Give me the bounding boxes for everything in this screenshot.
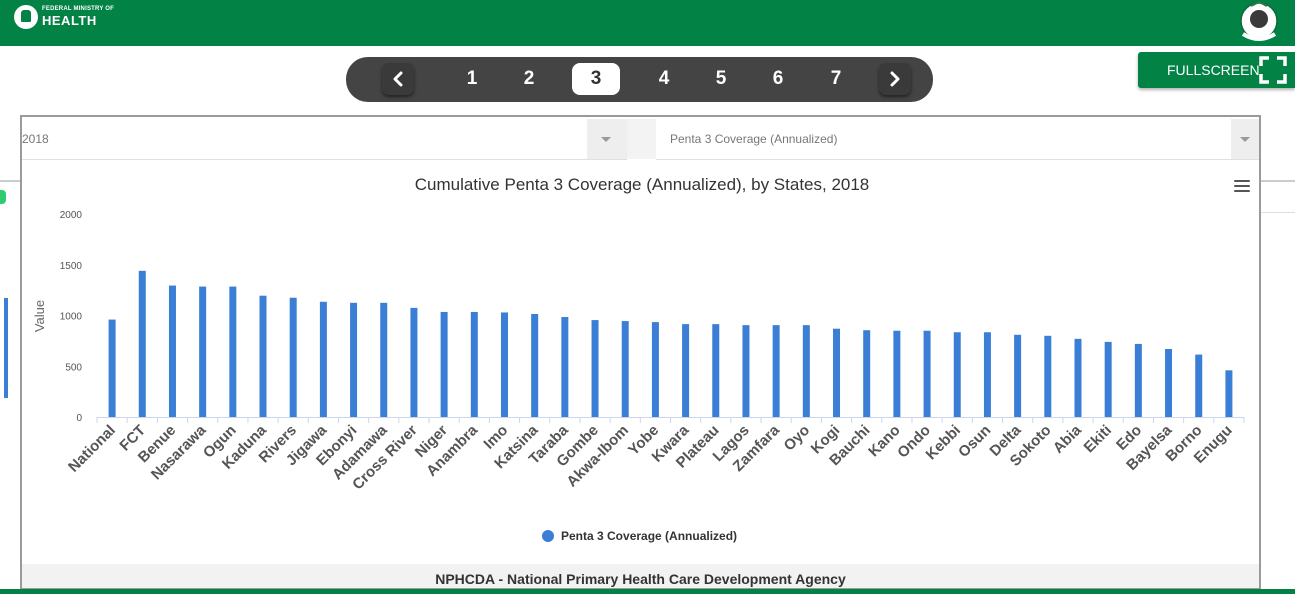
bar-chart: Cumulative Penta 3 Coverage (Annualized)… [32,175,1245,543]
chart-card: 2018 Penta 3 Coverage (Annualized) Cumul… [20,115,1261,590]
y-axis-label: Value [32,300,47,332]
page-button-5[interactable]: 5 [715,68,727,89]
x-tick-label: National [65,422,119,476]
background-panel-right [1258,180,1295,213]
bar-bauchi [863,330,871,417]
bar-adamawa [380,302,388,417]
indicator-select[interactable]: Penta 3 Coverage (Annualized) [656,119,1259,160]
bar-nasarawa [199,286,207,417]
x-tick-label: Osun [955,422,994,461]
bar-imo [500,312,508,417]
bar-kogi [833,328,841,417]
fullscreen-icon [1259,56,1287,84]
bar-kaduna [259,295,267,417]
bar-ondo [923,330,931,417]
bar-abia [1074,338,1082,417]
chart-menu-icon[interactable] [1234,180,1250,194]
legend-marker [542,530,554,542]
legend-label: Penta 3 Coverage (Annualized) [561,529,737,543]
next-page-button[interactable] [879,63,911,95]
emblem-icon [1240,0,1278,41]
bar-borno [1195,354,1203,417]
bar-bayelsa [1165,348,1173,417]
background-bar [4,298,8,398]
indicator-select-value: Penta 3 Coverage (Annualized) [670,132,838,146]
bar-enugu [1225,370,1233,417]
y-tick-label: 500 [65,362,82,373]
y-tick-label: 1000 [60,312,83,323]
prev-page-button[interactable] [382,63,414,95]
bar-benue [168,285,176,417]
bar-kwara [682,324,690,417]
bar-ebonyi [350,302,358,417]
bar-jigawa [319,301,327,417]
footer-strip [22,564,1259,588]
bar-fct [138,270,146,417]
bar-niger [440,311,448,417]
page-button-3[interactable]: 3 [572,63,620,95]
bar-gombe [591,320,599,417]
year-select-value: 2018 [22,132,49,146]
bar-kebbi [953,332,961,417]
y-tick-label: 0 [76,413,82,424]
header-bar: FEDERAL MINISTRY OF HEALTH [0,0,1295,46]
bar-cross-river [410,307,418,417]
brand-title: HEALTH [42,13,97,28]
bar-osun [983,332,991,417]
caret-down-icon [601,137,611,142]
page-button-6[interactable]: 6 [772,68,784,89]
caret-down-icon [1240,137,1250,142]
bar-delta [1014,334,1022,417]
chart-title: Cumulative Penta 3 Coverage (Annualized)… [415,175,870,194]
bar-kano [893,330,901,417]
bar-sokoto [1044,335,1052,417]
background-panel-left [0,180,22,512]
y-tick-label: 2000 [60,210,83,221]
bar-katsina [531,313,539,417]
page-pager: 1 2 3 4 5 6 7 [346,57,933,102]
select-divider [627,119,656,159]
bar-lagos [742,325,750,417]
x-tick-label: Kebbi [923,422,964,463]
bar-ekiti [1104,341,1112,417]
bar-edo [1134,343,1142,417]
fullscreen-button[interactable]: FULLSCREEN [1138,52,1295,88]
bar-akwa-ibom [621,321,629,417]
bar-zamfara [772,325,780,417]
page-button-7[interactable]: 7 [830,68,842,89]
bar-taraba [561,317,569,417]
chevron-left-icon [393,71,403,87]
x-tick-label: Ekiti [1081,422,1115,456]
footer-text: NPHCDA - National Primary Health Care De… [435,571,846,587]
bar-anambra [470,311,478,417]
bar-rivers [289,297,297,417]
page-button-4[interactable]: 4 [658,68,670,89]
coat-of-arms-icon [14,5,38,29]
chevron-right-icon [890,71,900,87]
bottom-bar [0,589,1295,594]
x-tick-label: Oyo [780,422,813,455]
page-button-1[interactable]: 1 [466,68,478,89]
bar-plateau [712,324,720,417]
bar-ogun [229,286,237,417]
x-tick-label: Abia [1050,421,1085,456]
page-button-2[interactable]: 2 [523,68,535,89]
brand-subtitle: FEDERAL MINISTRY OF [42,6,115,12]
year-select[interactable]: 2018 [22,119,627,160]
bar-oyo [802,325,810,417]
indicator-select-toggle[interactable] [1231,119,1259,159]
year-select-toggle[interactable] [587,119,627,159]
y-tick-label: 1500 [60,261,83,272]
background-pill [0,190,6,204]
bar-national [108,319,116,417]
bar-yobe [651,322,659,417]
fullscreen-label: FULLSCREEN [1167,62,1260,78]
